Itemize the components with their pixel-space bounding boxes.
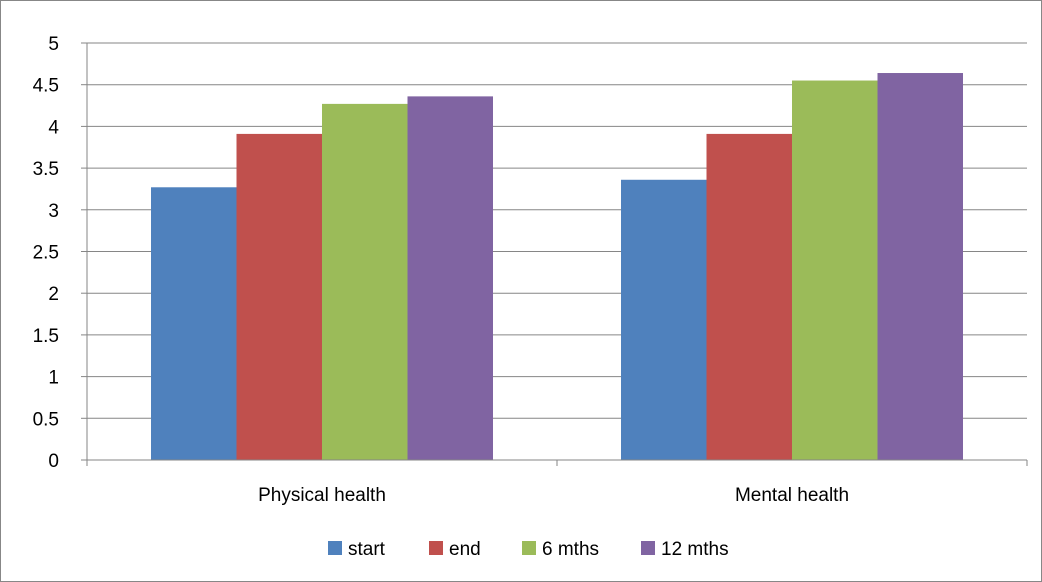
y-tick-label: 2.5 (33, 243, 59, 264)
legend-swatch-6-mths (522, 541, 536, 555)
bar-6-mths-0 (322, 103, 408, 460)
axes (86, 43, 1028, 466)
legend-label: 12 mths (661, 539, 729, 560)
bar-end-1 (706, 133, 792, 460)
y-tick-label: 0 (48, 451, 59, 472)
y-tick-label: 3.5 (33, 159, 59, 180)
x-axis-category-labels: Physical health Mental health (258, 485, 849, 506)
bar-start-0 (151, 187, 237, 461)
y-tick-label: 4 (48, 117, 59, 138)
legend-label: 6 mths (542, 539, 599, 560)
legend-label: start (348, 539, 386, 560)
bar-end-0 (236, 133, 322, 460)
y-tick-label: 1.5 (33, 326, 59, 347)
y-axis-tick-labels: 0 0.5 1 1.5 2 2.5 3 3.5 4 4.5 5 (33, 34, 60, 472)
bars (151, 73, 963, 461)
legend-swatch-end (429, 541, 443, 555)
bar-6-mths-1 (792, 80, 878, 460)
bar-start-1 (621, 179, 707, 460)
y-tick-label: 5 (48, 34, 59, 55)
x-category-label: Physical health (258, 485, 386, 506)
bar-12-mths-1 (877, 73, 963, 461)
y-tick-label: 1 (48, 368, 59, 389)
y-tick-label: 3 (48, 201, 59, 222)
legend-swatch-start (328, 541, 342, 555)
x-category-label: Mental health (735, 485, 849, 506)
legend-swatch-12-mths (641, 541, 655, 555)
y-tick-label: 0.5 (33, 409, 59, 430)
legend: start end 6 mths 12 mths (328, 539, 729, 560)
y-tick-label: 2 (48, 284, 59, 305)
y-tick-label: 4.5 (33, 76, 59, 97)
legend-label: end (449, 539, 481, 560)
bar-12-mths-0 (407, 96, 493, 460)
